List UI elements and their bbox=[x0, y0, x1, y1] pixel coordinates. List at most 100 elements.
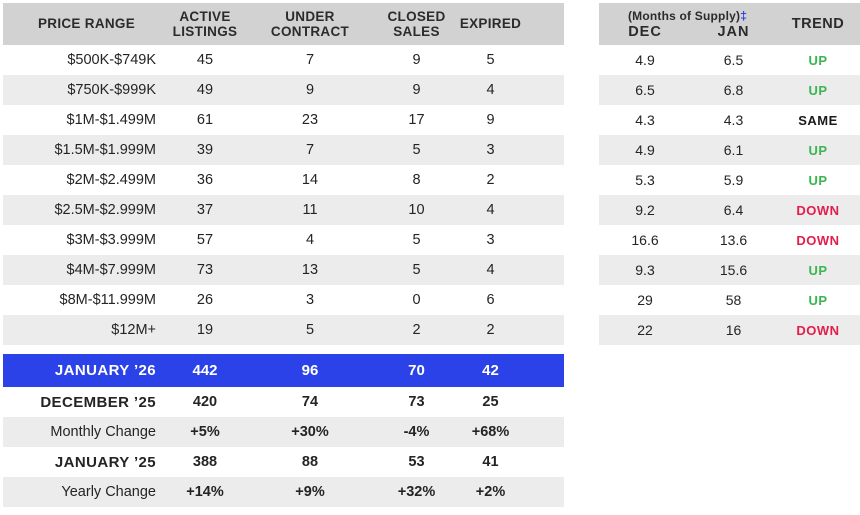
jan-supply-cell: 4.3 bbox=[723, 112, 744, 128]
closed-sales-cell: 73 bbox=[408, 394, 425, 410]
expired-cell: 5 bbox=[486, 52, 495, 68]
under-contract-column-header: UNDER CONTRACT bbox=[240, 9, 380, 39]
under-contract-cell: 13 bbox=[301, 262, 319, 278]
active-listings-cell: 420 bbox=[192, 394, 218, 410]
trend-cell: UP bbox=[808, 172, 828, 188]
months-of-supply-table: (Months of Supply)‡ DEC JAN TREND 4.9 6.5… bbox=[599, 3, 860, 345]
trend-cell: DOWN bbox=[796, 202, 840, 218]
price-range-cell: $1.5M-$1.999M bbox=[54, 142, 156, 158]
trend-cell: DOWN bbox=[796, 232, 840, 248]
summary-label-cell: Yearly Change bbox=[61, 484, 156, 500]
summary-row: JANUARY ’26 442 96 70 42 bbox=[3, 354, 564, 387]
dec-jan-header-row: DEC JAN bbox=[599, 24, 776, 40]
price-range-row: $12M+ 19 5 2 2 bbox=[3, 315, 564, 345]
under-contract-cell: 9 bbox=[305, 82, 315, 98]
dec-supply-cell: 5.3 bbox=[635, 172, 655, 188]
footnote-dagger-link[interactable]: ‡ bbox=[740, 8, 748, 23]
expired-cell: 6 bbox=[486, 292, 495, 308]
active-listings-header-label: ACTIVE LISTINGS bbox=[172, 8, 238, 39]
summary-row: Monthly Change +5% +30% -4% +68% bbox=[3, 417, 564, 447]
price-range-row: $1.5M-$1.999M 39 7 5 3 bbox=[3, 135, 564, 165]
trend-cell: UP bbox=[808, 262, 828, 278]
active-listings-cell: +5% bbox=[190, 424, 220, 440]
active-listings-cell: 37 bbox=[196, 202, 214, 218]
price-range-cell: $750K-$999K bbox=[67, 82, 156, 98]
table-spacer bbox=[3, 345, 564, 354]
price-range-cell: $1M-$1.499M bbox=[66, 112, 156, 128]
closed-sales-cell: 9 bbox=[412, 52, 421, 68]
expired-cell: 4 bbox=[486, 202, 495, 218]
price-range-row: $2M-$2.499M 36 14 8 2 bbox=[3, 165, 564, 195]
price-range-row: $4M-$7.999M 73 13 5 4 bbox=[3, 255, 564, 285]
supply-row: 29 58 UP bbox=[599, 285, 860, 315]
jan-supply-cell: 6.4 bbox=[723, 202, 744, 218]
summary-label-cell: JANUARY ’26 bbox=[54, 362, 156, 379]
expired-cell: 42 bbox=[482, 362, 499, 379]
active-listings-cell: 39 bbox=[196, 142, 214, 158]
trend-cell: UP bbox=[808, 292, 828, 308]
months-of-supply-title-label: (Months of Supply) bbox=[627, 8, 741, 23]
active-listings-cell: 442 bbox=[192, 362, 218, 379]
dec-supply-cell: 9.3 bbox=[635, 262, 655, 278]
trend-cell: UP bbox=[808, 52, 828, 68]
price-range-column-header: PRICE RANGE bbox=[3, 16, 170, 31]
active-listings-cell: 388 bbox=[192, 454, 218, 470]
closed-sales-cell: 53 bbox=[408, 454, 425, 470]
closed-sales-cell: 5 bbox=[412, 262, 421, 278]
active-listings-cell: 49 bbox=[196, 82, 214, 98]
supply-header-block: (Months of Supply)‡ DEC JAN bbox=[599, 3, 776, 45]
price-range-row: $750K-$999K 49 9 9 4 bbox=[3, 75, 564, 105]
active-listings-cell: 36 bbox=[196, 172, 214, 188]
dec-supply-cell: 29 bbox=[637, 292, 653, 308]
active-listings-cell: 19 bbox=[196, 322, 214, 338]
price-range-cell: $500K-$749K bbox=[67, 52, 156, 68]
under-contract-cell: +9% bbox=[295, 484, 325, 500]
trend-column-header: TREND bbox=[791, 16, 845, 32]
active-listings-cell: 26 bbox=[196, 292, 214, 308]
active-listings-cell: 45 bbox=[196, 52, 214, 68]
under-contract-cell: 14 bbox=[301, 172, 319, 188]
expired-column-header: EXPIRED bbox=[453, 16, 528, 31]
under-contract-cell: 74 bbox=[301, 394, 319, 410]
price-range-table: PRICE RANGE ACTIVE LISTINGS UNDER CONTRA… bbox=[3, 3, 564, 507]
trend-cell: SAME bbox=[798, 112, 838, 128]
closed-sales-cell: 2 bbox=[412, 322, 421, 338]
closed-sales-header-label: CLOSED SALES bbox=[387, 8, 446, 39]
summary-label-cell: Monthly Change bbox=[50, 424, 156, 440]
under-contract-header-label: UNDER CONTRACT bbox=[270, 8, 350, 39]
price-range-row: $3M-$3.999M 57 4 5 3 bbox=[3, 225, 564, 255]
under-contract-cell: 96 bbox=[301, 362, 319, 379]
jan-supply-cell: 6.1 bbox=[723, 142, 744, 158]
price-range-row: $500K-$749K 45 7 9 5 bbox=[3, 45, 564, 75]
active-listings-cell: 61 bbox=[196, 112, 214, 128]
closed-sales-cell: 5 bbox=[412, 142, 421, 158]
dec-supply-cell: 4.9 bbox=[635, 142, 655, 158]
summary-row: Yearly Change +14% +9% +32% +2% bbox=[3, 477, 564, 507]
price-range-row: $1M-$1.499M 61 23 17 9 bbox=[3, 105, 564, 135]
dec-supply-cell: 6.5 bbox=[635, 82, 655, 98]
expired-cell: 3 bbox=[486, 232, 495, 248]
jan-supply-cell: 15.6 bbox=[719, 262, 748, 278]
closed-sales-column-header: CLOSED SALES bbox=[380, 9, 453, 39]
supply-row: 9.2 6.4 DOWN bbox=[599, 195, 860, 225]
supply-row: 5.3 5.9 UP bbox=[599, 165, 860, 195]
expired-cell: +2% bbox=[475, 484, 506, 500]
expired-cell: 41 bbox=[482, 454, 499, 470]
closed-sales-cell: 70 bbox=[408, 362, 425, 379]
dec-supply-cell: 4.3 bbox=[635, 112, 655, 128]
summary-label-cell: JANUARY ’25 bbox=[54, 453, 156, 471]
supply-row: 16.6 13.6 DOWN bbox=[599, 225, 860, 255]
supply-row: 4.9 6.5 UP bbox=[599, 45, 860, 75]
dec-supply-cell: 9.2 bbox=[635, 202, 655, 218]
price-range-header-label: PRICE RANGE bbox=[37, 16, 136, 32]
expired-header-label: EXPIRED bbox=[459, 16, 522, 32]
supply-row: 4.9 6.1 UP bbox=[599, 135, 860, 165]
expired-cell: 9 bbox=[486, 112, 495, 128]
under-contract-cell: 3 bbox=[305, 292, 315, 308]
jan-supply-cell: 13.6 bbox=[719, 232, 748, 248]
price-range-cell: $2M-$2.499M bbox=[66, 172, 156, 188]
price-range-rows: $500K-$749K 45 7 9 5 $750K-$999K 49 9 9 4 $1M-$1.4… bbox=[3, 45, 564, 345]
expired-cell: 25 bbox=[482, 394, 499, 410]
expired-cell: 4 bbox=[486, 262, 495, 278]
price-range-cell: $8M-$11.999M bbox=[59, 292, 156, 308]
